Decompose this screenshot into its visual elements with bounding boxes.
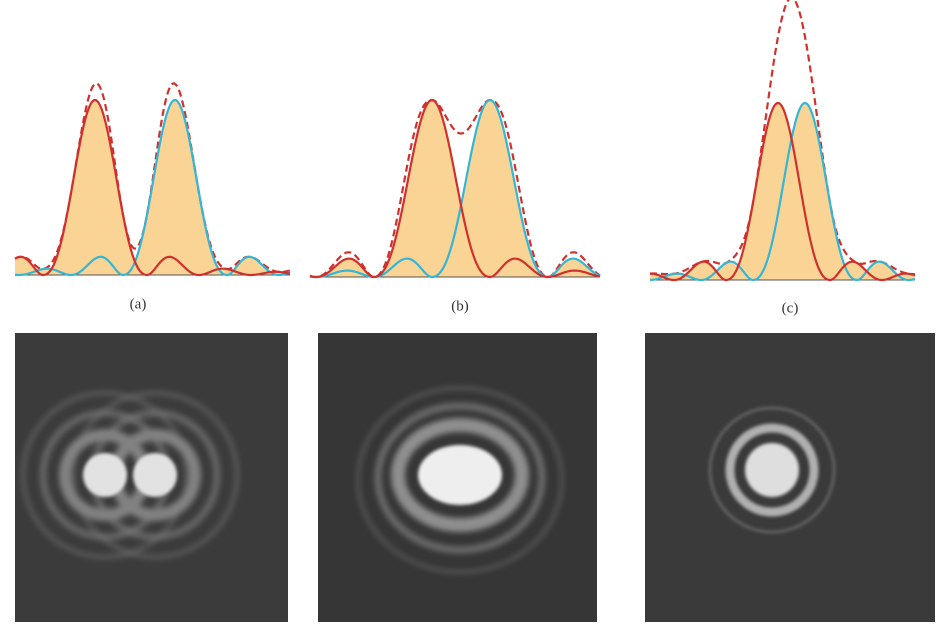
diffraction-image	[645, 333, 935, 622]
panel-label: (a)	[130, 296, 147, 312]
page: (a) (b) (c) (() =>	[0, 0, 938, 624]
diffraction-image	[15, 333, 288, 622]
panel-label: (b)	[451, 298, 469, 314]
panel-label: (c)	[782, 300, 799, 316]
fill-area	[310, 100, 600, 277]
intensity-plots	[15, 0, 915, 280]
diffraction-image	[318, 333, 597, 622]
figure: (a) (b) (c)	[0, 0, 938, 624]
